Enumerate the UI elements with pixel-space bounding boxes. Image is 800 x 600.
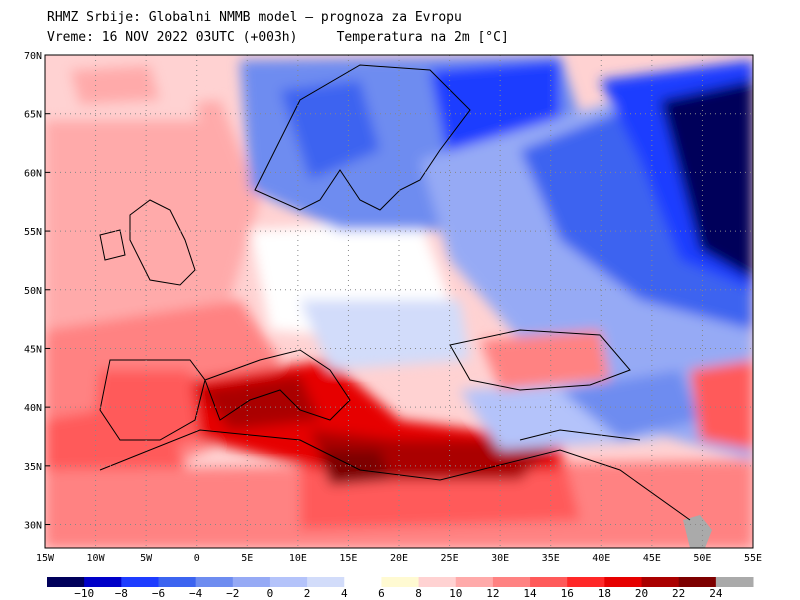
colorbar-swatch	[641, 577, 680, 587]
lon-label: 10W	[87, 553, 106, 564]
colorbar-label: 2	[304, 587, 311, 600]
lat-label: 30N	[24, 521, 42, 532]
lat-label: 45N	[24, 344, 42, 355]
lon-label: 15E	[339, 553, 357, 564]
lon-label: 5W	[140, 553, 153, 564]
colorbar-swatch	[47, 577, 85, 587]
colorbar-swatch	[530, 577, 568, 587]
colorbar-swatch	[307, 577, 345, 587]
lon-label: 45E	[643, 553, 661, 564]
longitude-labels: 15W 10W 5W 0 5E 10E 15E 20E 25E 30E 35E 40E 45E 50E 55…	[36, 553, 762, 564]
colorbar-swatch	[158, 577, 197, 587]
colorbar-swatch	[678, 577, 717, 587]
colorbar-label: −6	[152, 587, 165, 600]
colorbar-label: 22	[672, 587, 685, 600]
lat-label: 70N	[24, 51, 42, 62]
lat-label: 55N	[24, 227, 42, 238]
colorbar-label: −2	[226, 587, 239, 600]
lon-label: 5E	[241, 553, 253, 564]
lat-label: 60N	[24, 168, 42, 179]
colorbar-swatch	[715, 577, 754, 587]
lat-label: 35N	[24, 462, 42, 473]
colorbar-swatch	[418, 577, 457, 587]
colorbar-label: 14	[523, 587, 537, 600]
temperature-field	[45, 55, 753, 548]
lon-label: 30E	[491, 553, 509, 564]
colorbar-label: −4	[189, 587, 203, 600]
latitude-labels: 70N 65N 60N 55N 50N 45N 40N 35N 30N	[24, 51, 42, 532]
lat-label: 40N	[24, 403, 42, 414]
colorbar-label: 20	[635, 587, 648, 600]
lon-label: 20E	[390, 553, 408, 564]
colorbar-label: −10	[74, 587, 94, 600]
colorbar: −10 −8 −6 −4 −2 0 2 4 6 8 10 12 14 16 18 20 22 24	[47, 577, 754, 600]
lat-label: 50N	[24, 286, 42, 297]
colorbar-label: 18	[598, 587, 611, 600]
lon-label: 50E	[693, 553, 711, 564]
lon-label: 0	[194, 553, 200, 564]
variable-name: Temperatura na 2m [°C]	[336, 30, 509, 45]
colorbar-swatch	[195, 577, 234, 587]
colorbar-label: 0	[267, 587, 274, 600]
colorbar-swatch	[344, 577, 382, 587]
colorbar-label: −8	[115, 587, 128, 600]
colorbar-swatch	[269, 577, 308, 587]
lon-label: 15W	[36, 553, 55, 564]
colorbar-swatch	[604, 577, 643, 587]
map-frame	[44, 54, 754, 549]
coastlines	[99, 64, 691, 521]
colorbar-swatch	[381, 577, 420, 587]
lat-label: 65N	[24, 110, 42, 121]
graticule	[45, 54, 753, 548]
map-subtitle: Vreme: 16 NOV 2022 03UTC (+003h) Tempera…	[47, 30, 509, 45]
lon-label: 40E	[592, 553, 610, 564]
colorbar-label: 4	[341, 587, 348, 600]
colorbar-label: 12	[486, 587, 499, 600]
colorbar-label: 24	[709, 587, 723, 600]
colorbar-swatch	[121, 577, 159, 587]
colorbar-swatch	[492, 577, 531, 587]
colorbar-swatch	[84, 577, 122, 587]
colorbar-swatch	[455, 577, 494, 587]
lon-label: 35E	[542, 553, 560, 564]
colorbar-swatch	[232, 577, 271, 587]
colorbar-swatch	[567, 577, 605, 587]
colorbar-label: 8	[415, 587, 422, 600]
colorbar-label: 16	[561, 587, 574, 600]
lon-label: 10E	[289, 553, 307, 564]
lon-label: 55E	[744, 553, 762, 564]
colorbar-label: 6	[378, 587, 385, 600]
colorbar-label: 10	[449, 587, 462, 600]
lon-label: 25E	[441, 553, 459, 564]
map-title: RHMZ Srbije: Globalni NMMB model – progn…	[47, 10, 462, 25]
valid-time: Vreme: 16 NOV 2022 03UTC (+003h)	[47, 30, 298, 45]
